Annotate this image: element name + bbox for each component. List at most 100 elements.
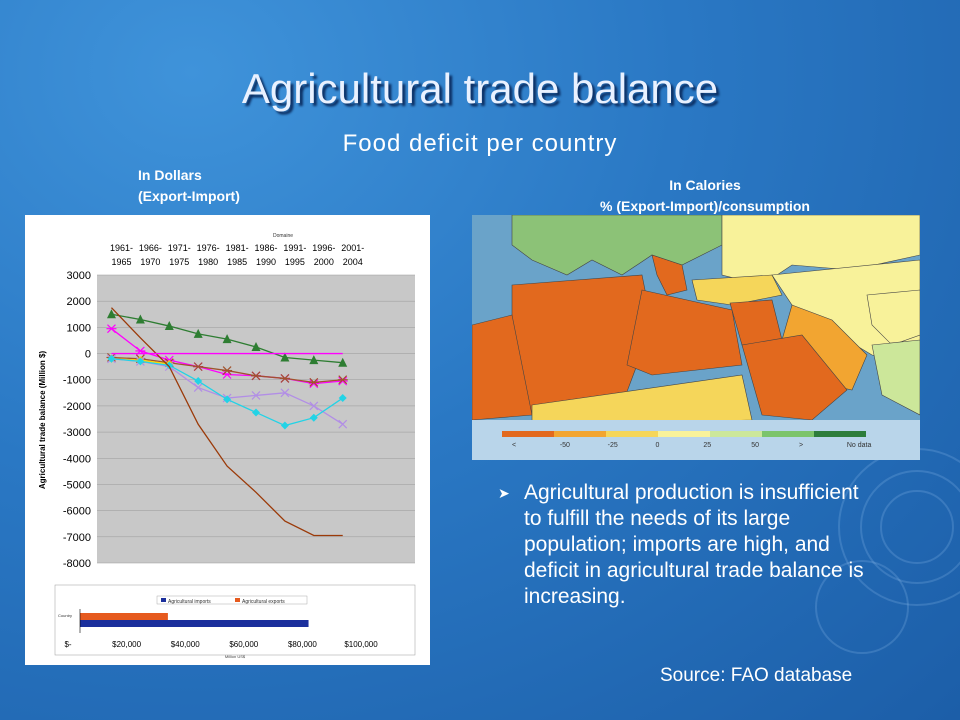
data-point — [252, 408, 260, 417]
map-legend-label: 25 — [703, 442, 711, 449]
map-legend-label: No data — [847, 442, 872, 449]
ripple-decoration — [815, 560, 909, 654]
data-point — [193, 328, 203, 338]
x-category-label: 1976- — [197, 243, 220, 253]
x-category-label: 1990 — [256, 257, 276, 267]
x-category-label: 1961- — [110, 243, 133, 253]
map-legend-label: 0 — [656, 442, 660, 449]
data-point — [165, 361, 174, 370]
data-point — [308, 377, 319, 387]
calorie-map-svg: < -50 -25 0 25 50 > No data — [472, 215, 920, 460]
y-tick-label: -1000 — [63, 375, 91, 387]
data-point — [194, 377, 203, 386]
bullet-text: Agricultural production is insufficient … — [524, 481, 864, 608]
bar-x-tick-label: $80,000 — [288, 640, 317, 649]
data-point — [222, 366, 233, 375]
right-caption: In Calories % (Export-Import)/consumptio… — [560, 175, 850, 217]
data-point — [136, 357, 145, 366]
data-point — [251, 342, 261, 351]
map-legend-swatch — [814, 431, 866, 437]
data-point — [106, 324, 117, 334]
bar-x-tick-label: $100,000 — [344, 640, 378, 649]
map-legend-swatch — [710, 431, 762, 437]
y-axis-label: Agricultural trade balance (Million $) — [38, 351, 47, 490]
data-point — [309, 413, 318, 422]
data-point — [251, 371, 261, 381]
y-tick-label: -2000 — [63, 401, 91, 413]
map-legend-label: < — [512, 442, 516, 449]
bar-x-tick-label: $40,000 — [171, 640, 200, 649]
x-category-label: 1985 — [227, 257, 247, 267]
data-point — [279, 373, 290, 383]
map-legend-label: 50 — [751, 442, 759, 449]
y-tick-label: -3000 — [63, 427, 91, 439]
map-legend-swatch — [658, 431, 710, 437]
x-category-label: 2001- — [341, 243, 364, 253]
data-point — [193, 362, 204, 372]
region-afghanistan — [866, 289, 920, 346]
trade-balance-chart-svg: Domaine 3000 2000 1000 0 -1000 -2000 -3000 -400… — [38, 233, 416, 659]
x-category-label: 1966- — [139, 243, 162, 253]
legend-title: Domaine — [273, 233, 293, 239]
y-tick-label: 0 — [85, 349, 91, 361]
y-tick-label: -7000 — [63, 532, 91, 544]
right-caption-line-2: % (Export-Import)/consumption — [600, 198, 810, 214]
map-legend-label: -25 — [608, 442, 618, 449]
left-caption-line-1: In Dollars — [138, 167, 202, 183]
x-category-label: 1996- — [312, 243, 335, 253]
data-point — [193, 383, 203, 393]
data-point — [107, 354, 116, 363]
y-tick-label: -4000 — [63, 453, 91, 465]
bar-legend-label: Agricultural imports — [168, 599, 211, 605]
data-point — [280, 352, 290, 362]
data-point — [309, 401, 319, 411]
bar-legend-swatch — [235, 598, 240, 602]
bar-legend-box — [156, 595, 308, 605]
y-tick-label: -8000 — [63, 558, 91, 570]
region-turkey — [691, 274, 783, 306]
x-category-label: 1965 — [111, 257, 131, 267]
y-tick-label: -5000 — [63, 479, 91, 491]
data-point — [280, 388, 290, 398]
calorie-map: < -50 -25 0 25 50 > No data — [472, 215, 920, 460]
data-point — [164, 321, 174, 331]
data-point — [135, 314, 145, 324]
bar-x-tick-label: $60,000 — [229, 640, 258, 649]
right-caption-line-1: In Calories — [669, 177, 741, 193]
x-category-label: 1995 — [285, 257, 305, 267]
region-eastern-europe — [721, 215, 920, 286]
data-point — [223, 395, 232, 404]
map-legend-label: -50 — [560, 442, 570, 449]
data-point — [280, 421, 289, 430]
series-line — [110, 307, 343, 537]
data-point — [222, 334, 232, 344]
x-category-label: 1975 — [169, 257, 189, 267]
bar-legend-label: Agricultural exports — [242, 599, 285, 605]
data-point — [309, 355, 319, 365]
region-arabia — [741, 334, 848, 421]
left-caption-line-2: (Export-Import) — [138, 188, 240, 204]
x-category-label: 1986- — [254, 243, 277, 253]
y-tick-label: -6000 — [63, 506, 91, 518]
x-category-label: 2004 — [343, 257, 363, 267]
x-category-label: 1971- — [168, 243, 191, 253]
map-legend-swatch — [762, 431, 814, 437]
data-point — [338, 357, 348, 367]
region-balkans — [651, 254, 688, 296]
x-category-label: 1981- — [226, 243, 249, 253]
bar-exports — [80, 613, 168, 620]
map-legend-swatch — [554, 431, 606, 437]
source-note: Source: FAO database — [660, 665, 853, 686]
map-legend-swatch — [502, 431, 554, 437]
data-point — [251, 391, 261, 400]
plot-area — [97, 275, 415, 563]
data-point — [337, 376, 348, 386]
x-category-label: 1980 — [198, 257, 218, 267]
y-tick-label: 2000 — [67, 296, 91, 308]
arrow-bullet-icon: ➤ — [498, 485, 510, 501]
trade-balance-chart: Domaine 3000 2000 1000 0 -1000 -2000 -3000 -400… — [25, 215, 430, 665]
data-point — [338, 394, 347, 403]
map-legend-label: > — [799, 442, 803, 449]
data-point — [106, 309, 116, 319]
y-tick-label: 1000 — [67, 322, 91, 334]
